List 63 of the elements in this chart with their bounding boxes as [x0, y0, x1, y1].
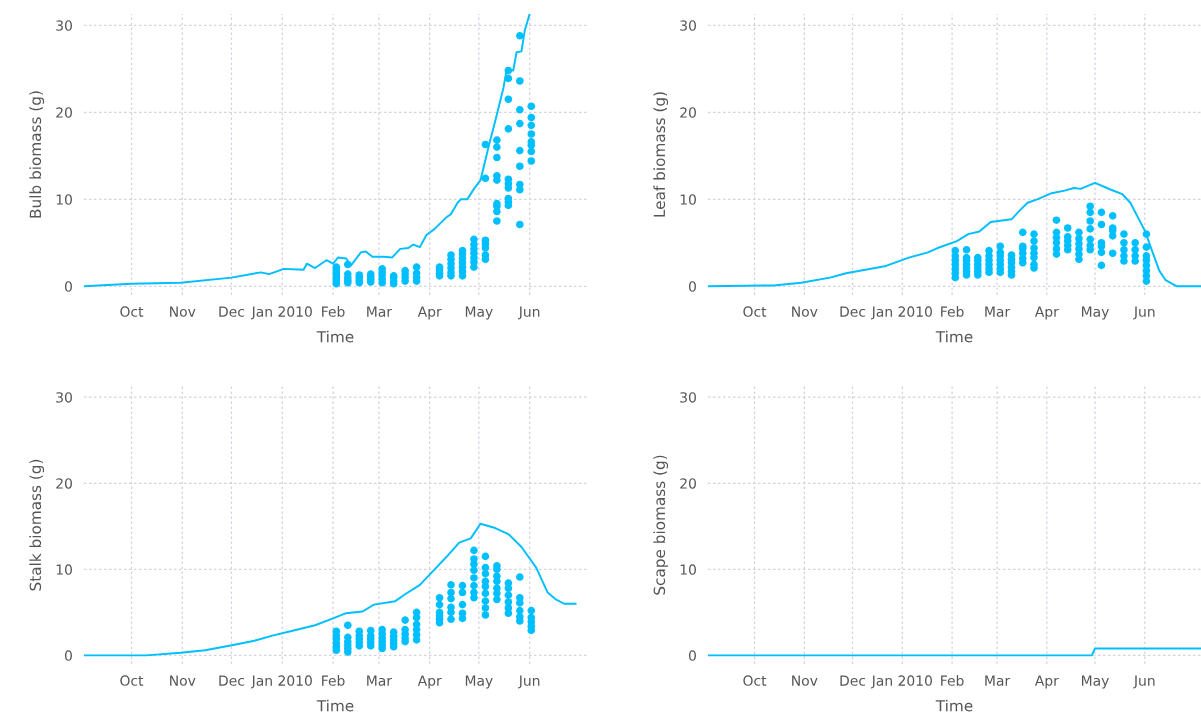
y-tick-label: 30 [56, 392, 72, 403]
y-tick-label: 0 [688, 281, 696, 292]
x-tick-label: Oct [743, 306, 767, 317]
y-axis-title: Stalk biomass (g) [29, 459, 45, 591]
x-tick-label: Oct [120, 675, 144, 686]
y-tick-label: 10 [680, 564, 696, 575]
x-tick-label: Jan 2010 [871, 675, 932, 689]
y-tick-label: 30 [680, 20, 696, 31]
x-tick-label: Oct [743, 675, 767, 686]
x-tick-label: Jan 2010 [871, 306, 932, 320]
x-tick-label: Jan 2010 [250, 675, 312, 689]
x-tick-label: Dec [219, 675, 245, 686]
x-tick-label: May [1082, 675, 1109, 689]
x-tick-label: May [465, 306, 493, 320]
x-tick-label: Feb [941, 306, 964, 317]
x-tick-label: Feb [941, 675, 964, 686]
x-tick-label: Mar [985, 306, 1011, 317]
y-tick-label: 10 [56, 194, 72, 205]
x-axis-title: Time [935, 330, 973, 343]
y-tick-label: 20 [56, 107, 72, 118]
y-tick-label: 0 [64, 281, 72, 292]
x-tick-label: Dec [219, 306, 245, 317]
x-tick-label: Apr [1034, 306, 1059, 320]
x-tick-label: Apr [417, 306, 442, 320]
y-tick-label: 10 [680, 194, 696, 205]
x-axis-title: Time [316, 330, 354, 343]
x-tick-label: Oct [120, 306, 144, 317]
x-tick-label: Feb [322, 675, 345, 686]
y-tick-label: 20 [680, 107, 696, 118]
x-tick-label: Jun [1133, 675, 1155, 689]
y-axis-title: Leaf biomass (g) [653, 92, 669, 217]
y-tick-label: 20 [56, 478, 72, 489]
x-tick-label: Nov [792, 306, 818, 317]
x-tick-label: Apr [417, 675, 442, 689]
x-tick-label: Apr [1034, 675, 1059, 689]
x-tick-label: Nov [170, 675, 196, 686]
x-tick-label: Jun [518, 306, 540, 320]
x-tick-label: Jan 2010 [250, 306, 312, 320]
x-tick-label: Nov [792, 675, 818, 686]
line-series [84, 522, 577, 657]
x-axis-title: Time [935, 699, 973, 712]
x-tick-label: Nov [170, 306, 196, 317]
y-tick-label: 0 [688, 650, 696, 661]
x-tick-label: Mar [367, 675, 393, 686]
x-tick-label: Mar [985, 675, 1011, 686]
y-tick-label: 30 [680, 392, 696, 403]
x-tick-label: May [465, 675, 493, 689]
y-axis-title: Bulb biomass (g) [29, 91, 45, 218]
x-tick-label: May [1082, 306, 1109, 320]
x-tick-label: Feb [322, 306, 345, 317]
x-tick-label: Mar [367, 306, 393, 317]
y-tick-label: 20 [680, 478, 696, 489]
line-series [708, 181, 1201, 288]
x-tick-label: Dec [840, 306, 866, 317]
x-tick-label: Jun [518, 675, 540, 689]
line-series [84, 14, 531, 288]
x-axis-title: Time [316, 699, 354, 712]
y-tick-label: 30 [56, 20, 72, 31]
y-axis-title: Scape biomass (g) [653, 455, 669, 595]
x-tick-label: Jun [1133, 306, 1155, 320]
x-tick-label: Dec [840, 675, 866, 686]
y-tick-label: 10 [56, 564, 72, 575]
y-tick-label: 0 [64, 650, 72, 661]
